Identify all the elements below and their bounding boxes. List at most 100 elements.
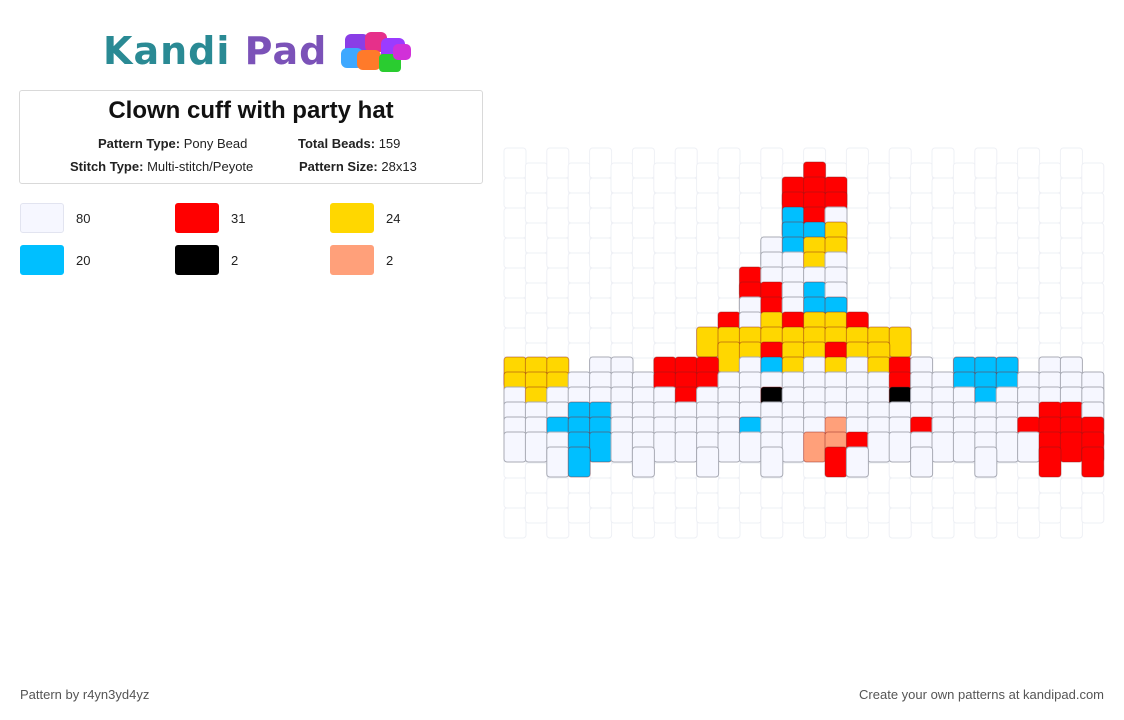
bead xyxy=(1017,431,1041,463)
empty-bead-slot xyxy=(1059,147,1083,179)
bead xyxy=(910,446,934,478)
empty-bead-slot xyxy=(546,237,570,269)
kandi-pad-logo[interactable]: Kandi Pad xyxy=(103,28,415,74)
empty-bead-slot xyxy=(931,177,955,209)
bead xyxy=(952,431,976,463)
empty-bead-slot xyxy=(503,297,527,329)
empty-bead-slot xyxy=(1038,252,1062,284)
empty-bead-slot xyxy=(1038,282,1062,314)
empty-bead-slot xyxy=(781,462,805,494)
empty-bead-slot xyxy=(546,327,570,359)
empty-bead-slot xyxy=(610,252,634,284)
empty-bead-slot xyxy=(738,222,762,254)
empty-bead-slot xyxy=(974,207,998,239)
bead xyxy=(503,431,527,463)
empty-bead-slot xyxy=(503,477,527,509)
empty-bead-slot xyxy=(674,297,698,329)
create-patterns-link[interactable]: Create your own patterns at kandipad.com xyxy=(859,687,1104,702)
empty-bead-slot xyxy=(952,492,976,524)
empty-bead-slot xyxy=(1059,477,1083,509)
empty-bead-slot xyxy=(845,267,869,299)
empty-bead-slot xyxy=(567,222,591,254)
empty-bead-slot xyxy=(1017,297,1041,329)
empty-bead-slot xyxy=(974,237,998,269)
empty-bead-slot xyxy=(717,147,741,179)
empty-bead-slot xyxy=(524,222,548,254)
empty-bead-slot xyxy=(1017,237,1041,269)
bead xyxy=(610,431,634,463)
empty-bead-slot xyxy=(931,477,955,509)
empty-bead-slot xyxy=(845,507,869,539)
bead xyxy=(845,446,869,478)
empty-bead-slot xyxy=(760,177,784,209)
empty-bead-slot xyxy=(717,207,741,239)
empty-bead-slot xyxy=(653,462,677,494)
stitch-type: Stitch Type: Multi-stitch/Peyote xyxy=(70,159,254,174)
bead xyxy=(888,326,912,358)
color-swatch xyxy=(175,245,219,275)
color-swatch xyxy=(330,245,374,275)
palette-item: 20 xyxy=(20,245,90,275)
empty-bead-slot xyxy=(845,147,869,179)
color-swatch xyxy=(20,203,64,233)
empty-bead-slot xyxy=(931,147,955,179)
empty-bead-slot xyxy=(631,297,655,329)
empty-bead-slot xyxy=(1038,162,1062,194)
empty-bead-slot xyxy=(952,162,976,194)
empty-bead-slot xyxy=(931,207,955,239)
empty-bead-slot xyxy=(1081,192,1105,224)
pattern-type: Pattern Type: Pony Bead xyxy=(98,136,248,151)
empty-bead-slot xyxy=(546,507,570,539)
empty-bead-slot xyxy=(974,297,998,329)
empty-bead-slot xyxy=(995,462,1019,494)
empty-bead-slot xyxy=(910,222,934,254)
palette-item: 31 xyxy=(175,203,245,233)
bead xyxy=(1059,431,1083,463)
bead xyxy=(653,431,677,463)
empty-bead-slot xyxy=(888,237,912,269)
bead-count: 20 xyxy=(76,252,91,268)
empty-bead-slot xyxy=(631,267,655,299)
empty-bead-slot xyxy=(760,507,784,539)
empty-bead-slot xyxy=(1038,222,1062,254)
empty-bead-slot xyxy=(524,162,548,194)
bead-count: 31 xyxy=(231,210,246,226)
empty-bead-slot xyxy=(952,312,976,344)
empty-bead-slot xyxy=(610,162,634,194)
empty-bead-slot xyxy=(1038,192,1062,224)
empty-bead-slot xyxy=(888,477,912,509)
empty-bead-slot xyxy=(653,192,677,224)
empty-bead-slot xyxy=(952,192,976,224)
bead xyxy=(1081,446,1105,478)
empty-bead-slot xyxy=(995,252,1019,284)
empty-bead-slot xyxy=(717,237,741,269)
empty-bead-slot xyxy=(567,252,591,284)
empty-bead-slot xyxy=(781,492,805,524)
empty-bead-slot xyxy=(1059,237,1083,269)
empty-bead-slot xyxy=(931,267,955,299)
empty-bead-slot xyxy=(610,222,634,254)
empty-bead-slot xyxy=(589,237,613,269)
empty-bead-slot xyxy=(803,477,827,509)
empty-bead-slot xyxy=(1017,177,1041,209)
empty-bead-slot xyxy=(674,177,698,209)
empty-bead-slot xyxy=(610,492,634,524)
empty-bead-slot xyxy=(631,207,655,239)
empty-bead-slot xyxy=(503,327,527,359)
empty-bead-slot xyxy=(717,507,741,539)
empty-bead-slot xyxy=(696,162,720,194)
bead xyxy=(567,446,591,478)
bead-count: 2 xyxy=(231,252,239,268)
empty-bead-slot xyxy=(931,327,955,359)
empty-bead-slot xyxy=(674,207,698,239)
empty-bead-slot xyxy=(717,177,741,209)
empty-bead-slot xyxy=(1059,507,1083,539)
empty-bead-slot xyxy=(974,477,998,509)
empty-bead-slot xyxy=(867,282,891,314)
bead xyxy=(717,341,741,373)
empty-bead-slot xyxy=(1038,312,1062,344)
empty-bead-slot xyxy=(888,507,912,539)
empty-bead-slot xyxy=(674,477,698,509)
empty-bead-slot xyxy=(589,207,613,239)
